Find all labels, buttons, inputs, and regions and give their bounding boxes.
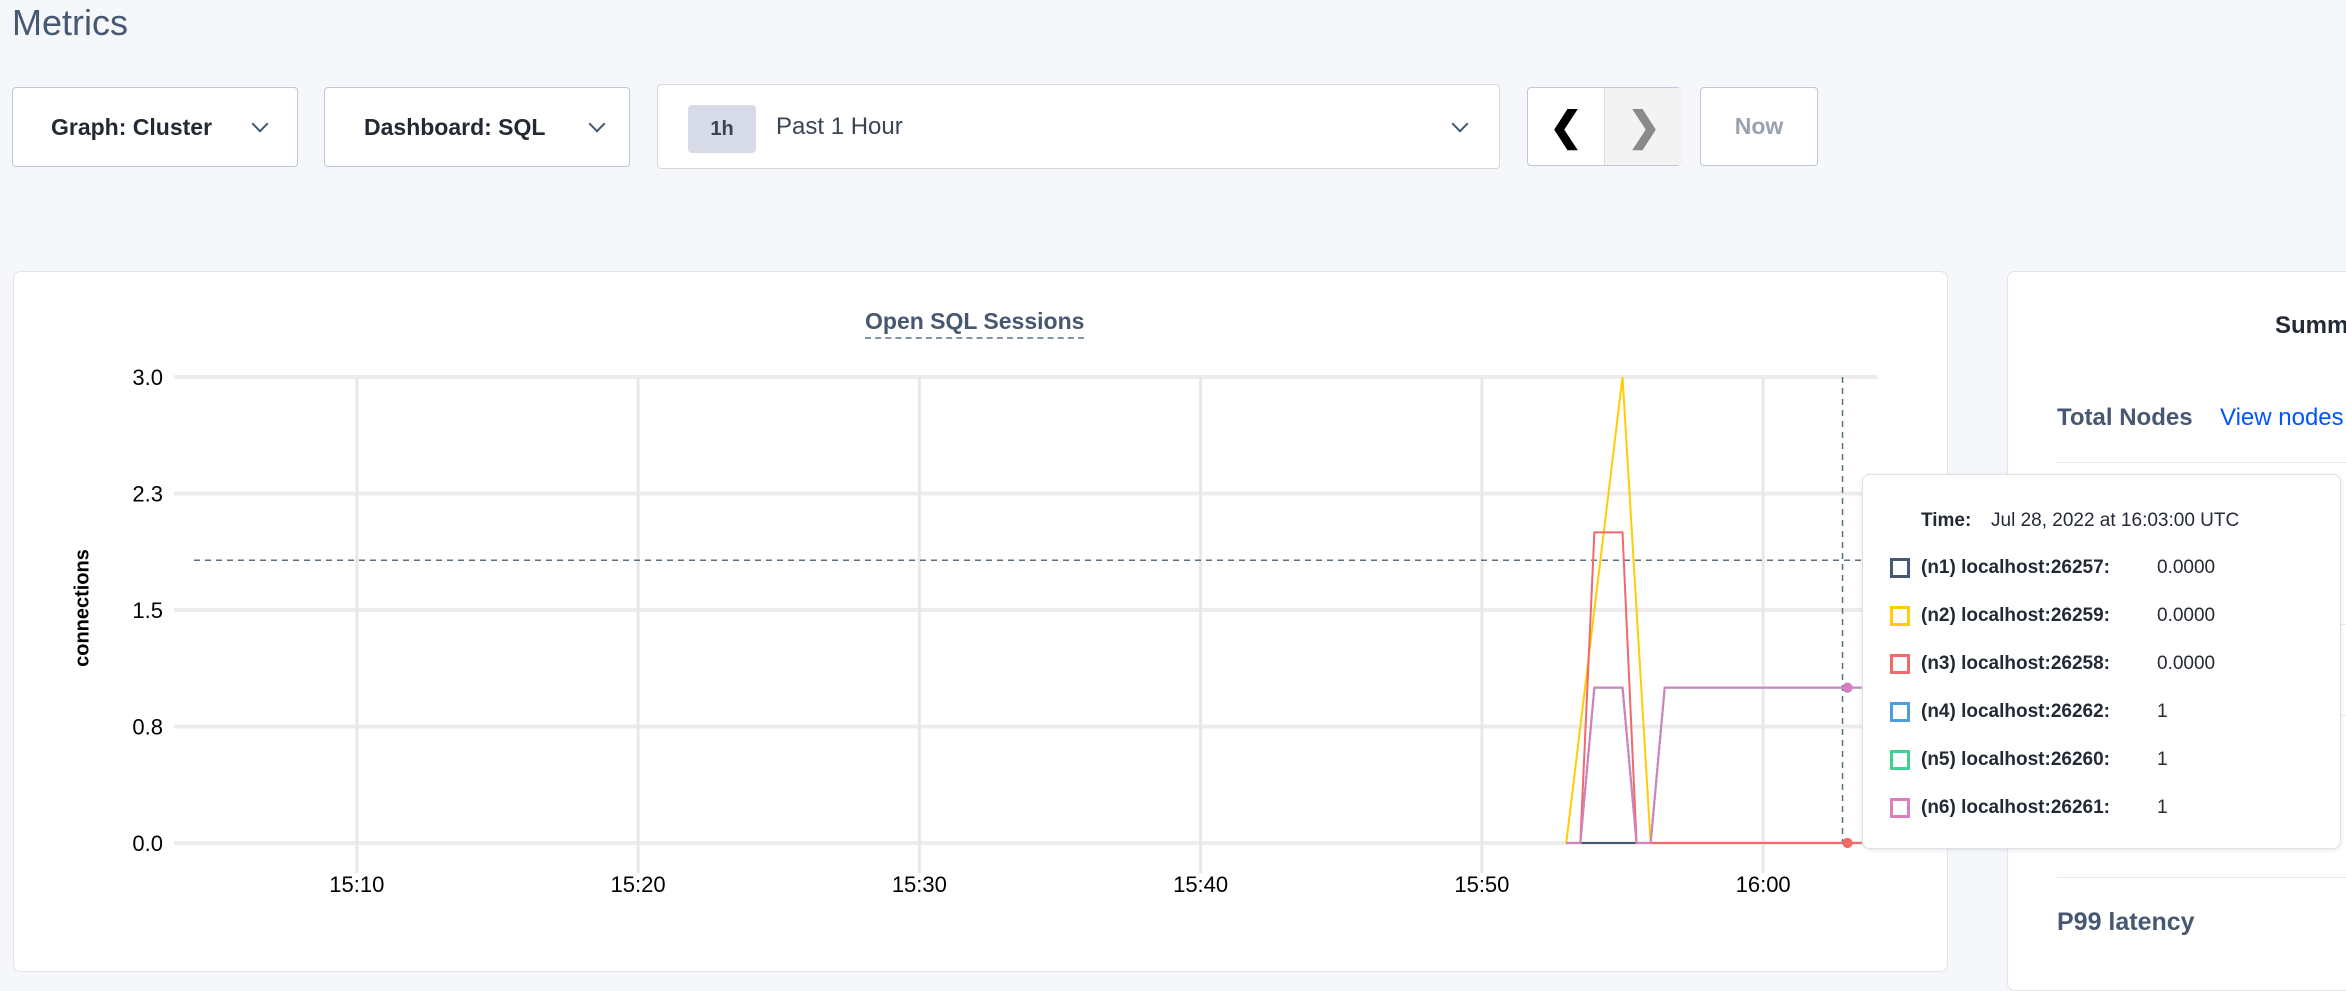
series-swatch-icon <box>1890 606 1910 626</box>
tooltip-series-row: (n3) localhost:26258: 0.0000 <box>1863 651 2340 677</box>
tooltip-series-value: 0.0000 <box>2157 557 2216 578</box>
tooltip-series-row: (n2) localhost:26259: 0.0000 <box>1863 603 2340 629</box>
series-line <box>1566 686 1862 844</box>
series-swatch-icon <box>1890 702 1910 722</box>
series-hover-point <box>1842 682 1853 693</box>
tooltip-series-label: (n1) localhost:26257: <box>1921 557 2110 578</box>
tooltip-series-row: (n4) localhost:26262: 1 <box>1863 699 2340 725</box>
tooltip-series-label: (n3) localhost:26258: <box>1921 653 2110 674</box>
tooltip-series-label: (n4) localhost:26262: <box>1921 701 2110 722</box>
tooltip-series-value: 0.0000 <box>2157 653 2216 674</box>
y-tick-label: 1.5 <box>132 598 163 623</box>
chart-title[interactable]: Open SQL Sessions <box>865 308 1085 339</box>
chart-svg[interactable]: 0.0 0.8 1.5 2.3 3.0 15:10 15:20 15:30 15:40 15:50… <box>0 0 1950 978</box>
tooltip-series-row: (n1) localhost:26257: 0.0000 <box>1863 555 2340 581</box>
series-line <box>1566 686 1862 844</box>
x-tick-label: 15:30 <box>892 872 947 897</box>
x-tick-label: 16:00 <box>1736 872 1791 897</box>
tooltip-series-value: 1 <box>2157 749 2168 770</box>
series-swatch-icon <box>1890 558 1910 578</box>
series-line <box>1566 686 1862 844</box>
chart-card <box>13 271 1948 972</box>
time-range-dropdown[interactable]: 1h Past 1 Hour <box>657 84 1500 169</box>
x-tick-label: 15:20 <box>611 872 666 897</box>
tooltip-series-value: 1 <box>2157 701 2168 722</box>
page-title: Metrics <box>12 2 128 43</box>
dashboard-dropdown-label: Dashboard: SQL <box>364 113 546 140</box>
divider <box>2057 462 2346 463</box>
chevron-right-icon: ❯ <box>1627 104 1661 149</box>
graph-dropdown[interactable]: Graph: Cluster <box>12 87 298 167</box>
p99-latency-label: P99 latency <box>2057 908 2195 936</box>
divider <box>2057 877 2346 878</box>
series-hover-point <box>1842 838 1853 848</box>
time-nav-group: ❮ ❯ <box>1527 87 1683 166</box>
tooltip-time-label: Time: <box>1921 510 1972 531</box>
tooltip-series-row: (n6) localhost:26261: 1 <box>1863 795 2340 821</box>
y-tick-label: 2.3 <box>132 482 163 507</box>
summary-heading: Summ <box>2275 312 2346 339</box>
tooltip-series-label: (n6) localhost:26261: <box>1921 797 2110 818</box>
next-time-button[interactable]: ❯ <box>1604 88 1683 165</box>
chevron-left-icon: ❮ <box>1549 104 1583 149</box>
series-swatch-icon <box>1890 654 1910 674</box>
y-tick-label: 0.0 <box>132 831 163 856</box>
tooltip-series-label: (n5) localhost:26260: <box>1921 749 2110 770</box>
tooltip-series-label: (n2) localhost:26259: <box>1921 605 2110 626</box>
tooltip-series-value: 1 <box>2157 797 2168 818</box>
tooltip-time-value: Jul 28, 2022 at 16:03:00 UTC <box>1991 510 2240 531</box>
chart-tooltip: Time: Jul 28, 2022 at 16:03:00 UTC (n1) … <box>1862 474 2341 849</box>
total-nodes-label: Total Nodes <box>2057 404 2193 431</box>
view-nodes-link[interactable]: View nodes <box>2220 404 2344 431</box>
graph-dropdown-label: Graph: Cluster <box>51 113 213 140</box>
x-tick-label: 15:10 <box>329 872 384 897</box>
time-range-badge: 1h <box>688 105 756 153</box>
series-swatch-icon <box>1890 750 1910 770</box>
tooltip-series-row: (n5) localhost:26260: 1 <box>1863 747 2340 773</box>
prev-time-button[interactable]: ❮ <box>1528 88 1604 165</box>
time-range-label: Past 1 Hour <box>776 112 903 140</box>
series-swatch-icon <box>1890 798 1910 818</box>
y-tick-label: 3.0 <box>132 365 163 390</box>
y-tick-label: 0.8 <box>132 715 163 740</box>
now-button[interactable]: Now <box>1700 87 1818 166</box>
x-tick-label: 15:50 <box>1454 872 1509 897</box>
tooltip-series-value: 0.0000 <box>2157 605 2216 626</box>
dashboard-dropdown[interactable]: Dashboard: SQL <box>324 87 630 167</box>
tooltip-time-row: Time: Jul 28, 2022 at 16:03:00 UTC <box>1863 508 2340 534</box>
x-tick-label: 15:40 <box>1173 872 1228 897</box>
